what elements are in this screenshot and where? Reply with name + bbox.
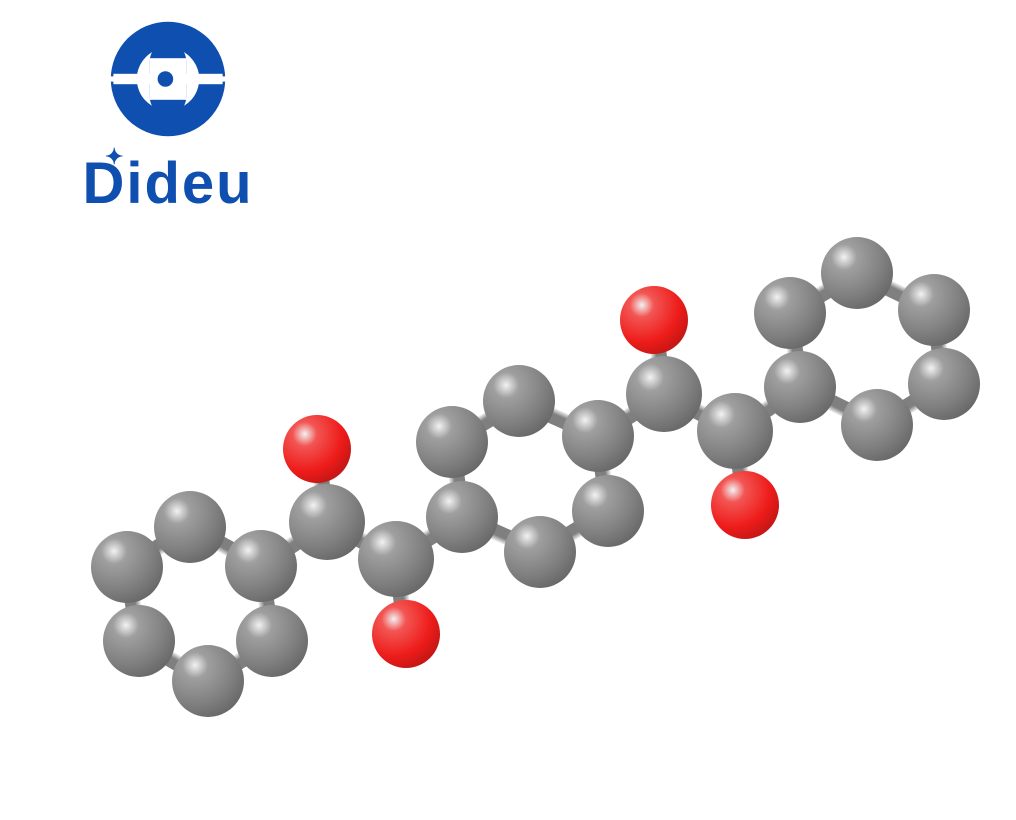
carbon-atom	[416, 406, 488, 478]
carbon-atom	[426, 481, 498, 553]
oxygen-atom	[711, 471, 779, 539]
brand-logo: Dideu ✦	[38, 14, 298, 217]
carbon-atom	[172, 645, 244, 717]
logo-mark-icon	[103, 14, 233, 144]
carbon-atom	[626, 356, 702, 432]
carbon-atom	[236, 605, 308, 677]
carbon-atom	[841, 389, 913, 461]
carbon-atom	[572, 475, 644, 547]
carbon-atom	[225, 530, 297, 602]
oxygen-atom	[283, 415, 351, 483]
carbon-atom	[154, 491, 226, 563]
carbon-atom	[908, 348, 980, 420]
carbon-atom	[697, 393, 773, 469]
carbon-atom	[358, 521, 434, 597]
carbon-atom	[898, 274, 970, 346]
oxygen-atom	[620, 286, 688, 354]
oxygen-atom	[372, 600, 440, 668]
carbon-atom	[483, 365, 555, 437]
carbon-atom	[91, 531, 163, 603]
carbon-atom	[562, 400, 634, 472]
flame-icon: ✦	[105, 144, 125, 170]
carbon-atom	[504, 516, 576, 588]
logo-text: Dideu ✦	[38, 150, 298, 217]
carbon-atom	[821, 237, 893, 309]
carbon-atom	[754, 277, 826, 349]
carbon-atom	[764, 351, 836, 423]
carbon-atom	[289, 484, 365, 560]
carbon-atom	[103, 605, 175, 677]
